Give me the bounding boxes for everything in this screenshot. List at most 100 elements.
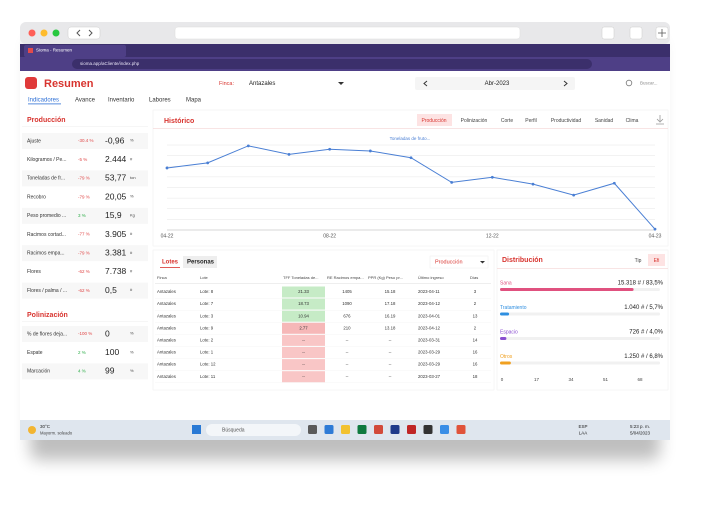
- table-cell: 2023-03-29: [418, 350, 441, 355]
- finca-value[interactable]: Antazales: [249, 81, 275, 87]
- tff-cell: [282, 286, 325, 298]
- indicator-value: 0: [105, 328, 110, 338]
- bar: [500, 288, 634, 291]
- table-cell: Lote: 8: [200, 289, 214, 294]
- category-label: 726 # / 4,0%: [629, 330, 663, 336]
- close-button[interactable]: [28, 29, 36, 37]
- tff-cell: [282, 322, 325, 334]
- table-cell: --: [389, 362, 392, 367]
- table-tab[interactable]: Lotes: [162, 260, 179, 266]
- search-box[interactable]: [620, 77, 665, 90]
- table-cell: 17.18: [385, 301, 396, 306]
- table-cell: 2023-04-12: [418, 325, 441, 330]
- data-point: [531, 182, 535, 186]
- data-point: [328, 147, 332, 151]
- section-title: Producción: [27, 117, 66, 124]
- table-cell: --: [302, 374, 305, 379]
- table-cell: 21.33: [298, 289, 309, 294]
- weather-icon: [28, 426, 36, 434]
- taskbar-search-text: Búsqueda: [222, 427, 245, 433]
- share-button[interactable]: [601, 26, 615, 40]
- indicator-change: 2 %: [78, 350, 86, 355]
- taskbar-app: [324, 425, 334, 434]
- table-cell: Lote: 12: [200, 362, 216, 367]
- nav-arrows[interactable]: [67, 26, 101, 40]
- download-icon[interactable]: [656, 115, 664, 125]
- nav-tab[interactable]: Mapa: [186, 98, 202, 104]
- axis-label: 17: [534, 377, 540, 382]
- period: Abr-2023: [485, 81, 510, 87]
- x-tick-label: 04-22: [161, 233, 174, 239]
- nav-tab[interactable]: Indicadores: [28, 98, 59, 104]
- indicator-unit: Kg: [130, 212, 135, 217]
- header-rule: [155, 283, 491, 284]
- taskbar-app: [357, 425, 367, 434]
- table-cell: 2023-04-01: [418, 313, 441, 318]
- chart-tab[interactable]: Clima: [626, 118, 639, 124]
- indicator-value: 0,5: [105, 285, 117, 295]
- indicator-change: -77 %: [78, 232, 90, 237]
- indicator-change: -100 %: [78, 331, 92, 336]
- indicator-row-bg: [22, 226, 148, 243]
- indicator-label: Espate: [27, 350, 43, 356]
- omnibox[interactable]: [72, 59, 592, 69]
- active-tab[interactable]: [24, 45, 126, 57]
- search-placeholder: Buscar...: [640, 81, 658, 86]
- chart-tab[interactable]: Productividad: [551, 118, 582, 124]
- table-cell: Lote: 3: [200, 313, 214, 318]
- favicon: [28, 48, 33, 53]
- table-cell: --: [346, 374, 349, 379]
- indicator-row-bg: [22, 326, 148, 342]
- data-point: [409, 156, 413, 160]
- panel-rule: [153, 128, 668, 129]
- indicator-row-bg: [22, 245, 148, 262]
- indicator-label: Recobro: [27, 194, 46, 200]
- period-select[interactable]: [415, 77, 575, 90]
- indicator-change: -79 %: [78, 250, 90, 255]
- chart-tab[interactable]: Producción: [421, 118, 446, 124]
- table-tab[interactable]: Personas: [187, 260, 215, 266]
- chart-tab[interactable]: Perfil: [525, 118, 536, 124]
- table-cell: --: [389, 338, 392, 343]
- table-cell: 16.19: [385, 313, 396, 318]
- minimize-button[interactable]: [40, 29, 48, 37]
- nav-tab[interactable]: Inventario: [108, 98, 135, 104]
- chart-tab[interactable]: Sanidad: [595, 118, 614, 124]
- indicator-unit: %: [130, 368, 134, 373]
- logo: [25, 77, 37, 89]
- x-tick-label: 12-22: [486, 233, 499, 239]
- finca-select[interactable]: [215, 77, 345, 90]
- taskbar-app: [440, 425, 449, 434]
- metric-select-value[interactable]: Producción: [435, 259, 463, 265]
- chart-title: Toneladas de fruto...: [390, 136, 431, 141]
- zoom-button[interactable]: [52, 29, 60, 37]
- indicator-change: -79 %: [78, 194, 90, 199]
- taskbar-search[interactable]: [206, 424, 301, 436]
- nav-tab[interactable]: Labores: [149, 98, 171, 104]
- table-cell: 15.18: [385, 289, 396, 294]
- section-title: Polinización: [27, 312, 68, 319]
- table-cell: Lote: 11: [200, 374, 216, 379]
- tabs-button[interactable]: [629, 26, 643, 40]
- indicator-label: Flores: [27, 269, 41, 275]
- data-point: [653, 227, 657, 231]
- search-icon: [625, 79, 633, 87]
- nav-tab[interactable]: Avance: [75, 98, 96, 104]
- panel-rule: [497, 268, 668, 269]
- indicator-row-bg: [22, 133, 148, 149]
- table-cell: Antazales: [157, 350, 176, 355]
- indicator-change: 4 %: [78, 369, 86, 374]
- table-cell: 676: [343, 313, 351, 318]
- bar: [500, 312, 510, 316]
- period-arrows: [423, 80, 568, 87]
- start-button[interactable]: [192, 425, 201, 434]
- safari-address[interactable]: [174, 26, 521, 40]
- table-cell: --: [389, 374, 392, 379]
- indicator-row-bg: [22, 363, 148, 380]
- chart-tab[interactable]: Corte: [501, 118, 513, 124]
- indicator-unit: %: [130, 138, 134, 143]
- indicator-value: 100: [105, 347, 119, 357]
- chart-tab[interactable]: Polinización: [461, 118, 488, 124]
- toggle[interactable]: Tip: [635, 258, 642, 264]
- toggle[interactable]: Efi: [654, 258, 660, 264]
